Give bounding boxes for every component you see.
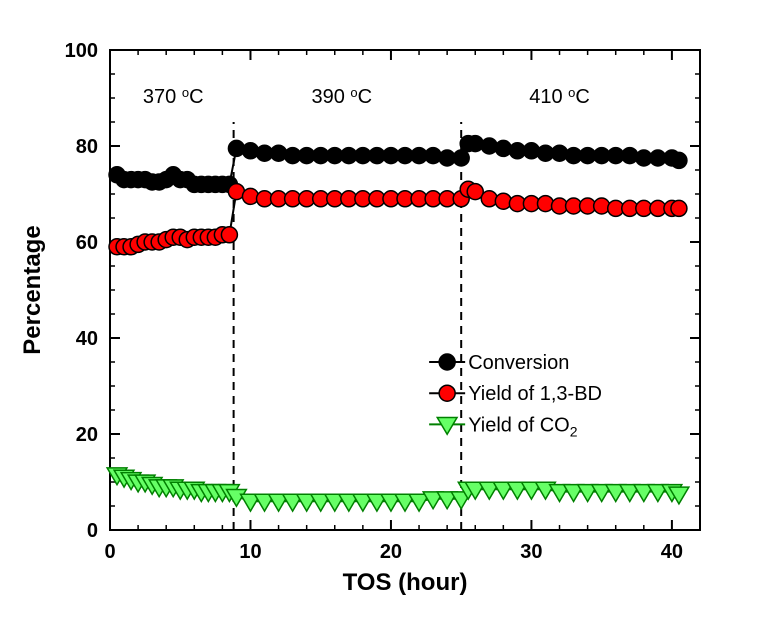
- x-tick-label: 0: [104, 541, 115, 563]
- region-label: 370 oC: [143, 85, 204, 108]
- y-tick-label: 20: [76, 424, 98, 446]
- chart-container: 0 10 20 30 40 0 20 40 60 80 100 TOS (hour) Percentag…: [0, 0, 758, 640]
- y-tick-label: 80: [76, 136, 98, 158]
- chart-svg: 0 10 20 30 40 0 20 40 60 80 100 TOS (hour) Percentag…: [0, 0, 758, 640]
- y-tick-label: 60: [76, 232, 98, 254]
- y-tick-label: 0: [87, 520, 98, 542]
- legend-label: Yield of 1,3-BD: [468, 383, 602, 405]
- region-label: 410 oC: [529, 85, 590, 108]
- x-axis-label: TOS (hour): [343, 569, 468, 596]
- y-tick-label: 100: [65, 40, 98, 62]
- legend-label: Yield of CO2: [468, 414, 578, 439]
- y-axis-label: Percentage: [19, 225, 46, 354]
- x-tick-label: 40: [661, 541, 683, 563]
- legend-label: Conversion: [468, 352, 569, 374]
- y-tick-label: 40: [76, 328, 98, 350]
- x-tick-label: 10: [239, 541, 261, 563]
- x-tick-label: 30: [520, 541, 542, 563]
- region-label: 390 oC: [311, 85, 372, 108]
- x-tick-label: 20: [380, 541, 402, 563]
